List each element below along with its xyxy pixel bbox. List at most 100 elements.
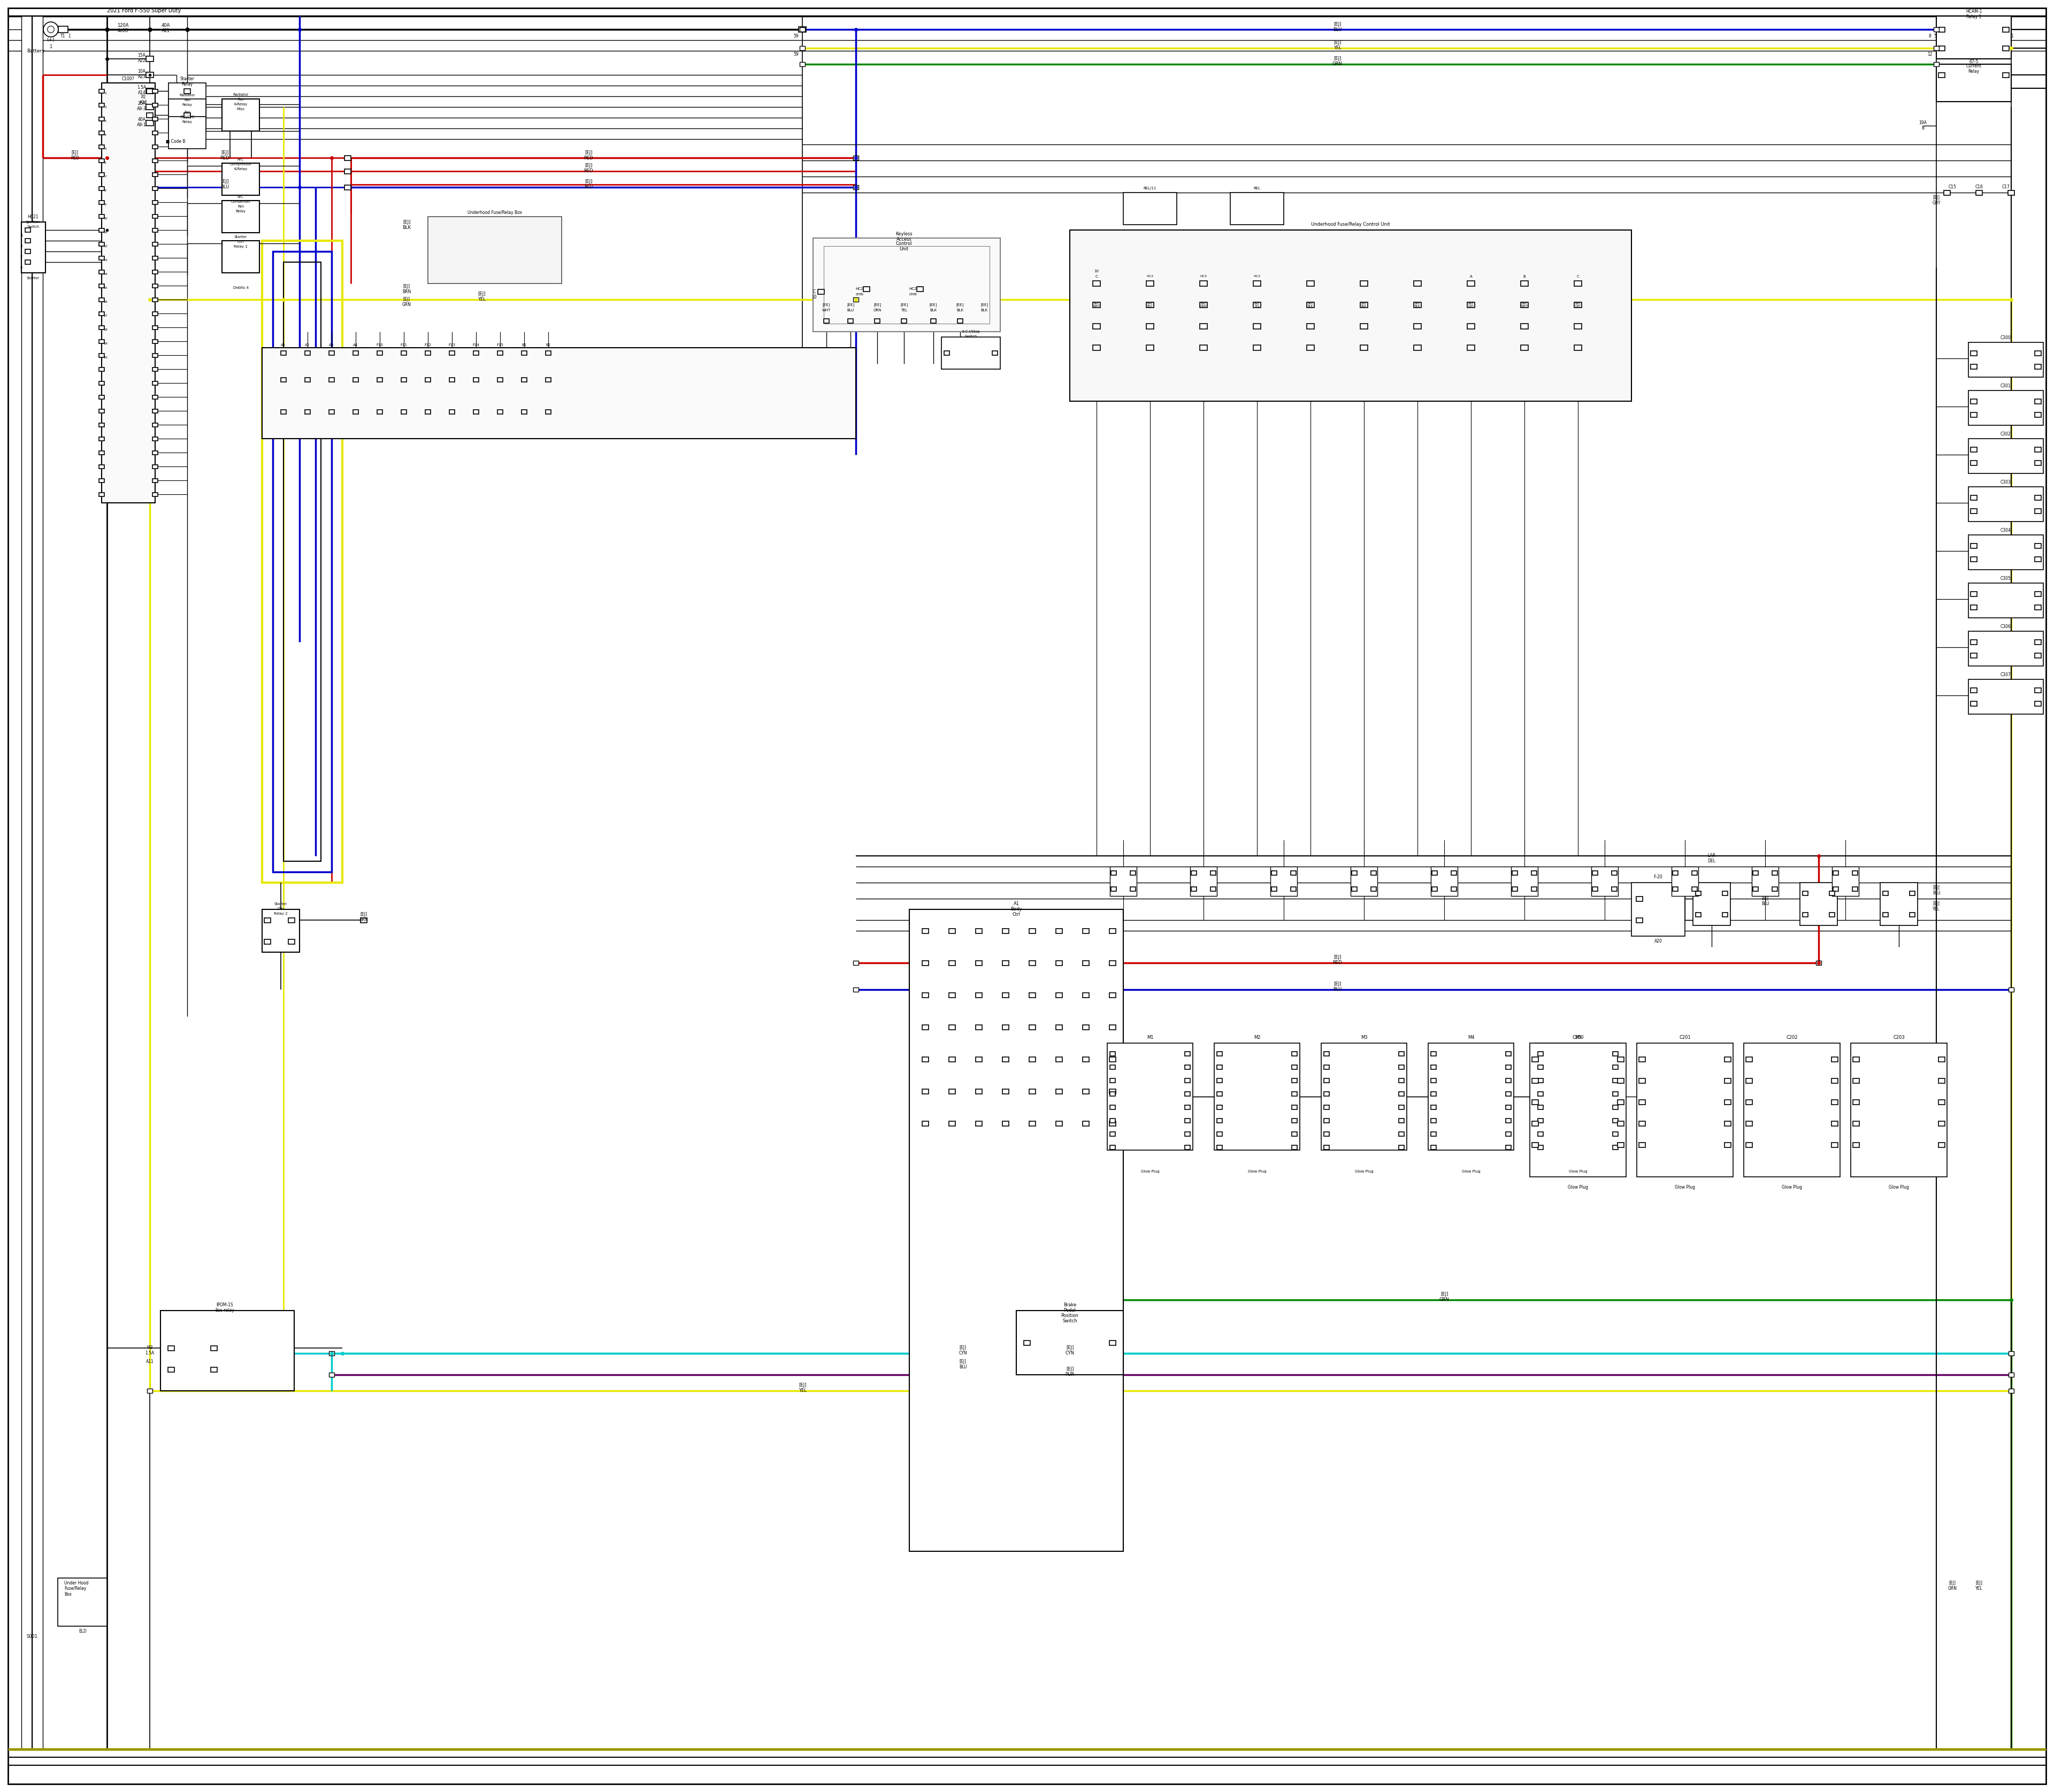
Bar (1939, 1122, 1945, 1125)
Bar (1534, 1043, 1621, 1150)
Bar (1109, 1079, 1115, 1082)
Bar (1968, 391, 2044, 425)
Text: Body: Body (1011, 907, 1023, 912)
Bar (25, 238, 31, 244)
Bar (1532, 1057, 1538, 1061)
Bar (1832, 1142, 1838, 1147)
Bar (427, 217, 561, 283)
Text: BRE
BLK: BRE BLK (1362, 303, 1366, 308)
Text: F10: F10 (376, 344, 384, 346)
Bar (1360, 346, 1368, 351)
Bar (1506, 1118, 1512, 1124)
Bar (1970, 351, 1976, 355)
Text: Ctrl/C/O: Ctrl/C/O (181, 115, 195, 118)
Bar (152, 242, 158, 246)
Bar (957, 319, 963, 323)
Text: M1: M1 (1146, 1036, 1154, 1039)
Bar (425, 378, 431, 382)
Bar (2009, 1351, 2013, 1355)
Bar (2036, 604, 2042, 609)
Bar (146, 72, 154, 77)
Text: Relay: Relay (183, 104, 193, 106)
Text: 16: 16 (103, 301, 107, 303)
Text: BRN: BRN (403, 289, 411, 294)
Bar (1506, 1091, 1512, 1097)
Bar (2009, 1373, 2013, 1376)
Bar (1970, 509, 1976, 513)
Text: [EJ]: [EJ] (1333, 982, 1341, 987)
Bar (1939, 47, 1945, 50)
Text: Under Hood
Fuse/Relay
Box: Under Hood Fuse/Relay Box (64, 1581, 88, 1597)
Bar (1432, 1064, 1436, 1070)
Text: Glow Plug: Glow Plug (1567, 1185, 1588, 1190)
Text: Glow Plug: Glow Plug (1890, 1185, 1908, 1190)
Bar (99, 437, 105, 441)
Bar (1970, 591, 1976, 597)
Bar (922, 993, 928, 998)
Bar (1216, 1064, 1222, 1070)
Bar (1939, 1100, 1945, 1104)
Bar (152, 228, 158, 231)
Text: BLU: BLU (220, 185, 228, 190)
Bar (1189, 867, 1216, 896)
Text: Fan: Fan (185, 99, 191, 102)
Text: GRN: GRN (1333, 61, 1341, 66)
Bar (1321, 1043, 1407, 1150)
Text: WHT: WHT (822, 308, 830, 312)
Bar (949, 1057, 955, 1061)
Bar (1452, 871, 1456, 874)
Bar (1109, 961, 1115, 966)
Bar (1292, 1091, 1298, 1097)
Bar (2036, 400, 2042, 403)
Bar (1432, 1106, 1436, 1109)
Text: TEL: TEL (900, 308, 908, 312)
Bar (2036, 461, 2042, 466)
Bar (1352, 871, 1358, 874)
Text: Ctrl: Ctrl (238, 240, 244, 244)
Text: [EJ]: [EJ] (585, 179, 592, 185)
Bar (1253, 281, 1261, 287)
Bar (1399, 1079, 1405, 1082)
Text: Compressor: Compressor (230, 163, 253, 167)
Bar (1191, 871, 1197, 874)
Bar (1538, 1079, 1543, 1082)
Text: BLU: BLU (583, 185, 594, 190)
Bar (799, 47, 805, 50)
Bar (1637, 1043, 1734, 1177)
Bar (1200, 303, 1208, 308)
Bar (472, 410, 479, 414)
Bar (1943, 190, 1949, 195)
Bar (949, 1090, 955, 1093)
Text: BRE
WHT: BRE WHT (1522, 303, 1528, 308)
Bar (401, 378, 407, 382)
Bar (1612, 1091, 1619, 1097)
Text: C306: C306 (2001, 625, 2011, 629)
Bar (902, 319, 906, 323)
Bar (25, 249, 31, 253)
Text: HCAM-1: HCAM-1 (1966, 9, 1982, 14)
Text: S001: S001 (27, 1634, 37, 1640)
Bar (99, 228, 105, 231)
Bar (345, 156, 351, 159)
Bar (1413, 303, 1421, 308)
Text: Relay 2: Relay 2 (273, 912, 288, 916)
Bar (910, 909, 1124, 1552)
Text: [EJ]: [EJ] (1933, 901, 1939, 907)
Text: cmb: cmb (857, 292, 863, 296)
Bar (1269, 867, 1298, 896)
Text: 19: 19 (103, 342, 107, 346)
Text: M2: M2 (1253, 1036, 1261, 1039)
Bar (1573, 303, 1582, 308)
Text: REL/11: REL/11 (1144, 186, 1156, 190)
Bar (2036, 509, 2042, 513)
Bar (497, 378, 503, 382)
Bar (1467, 281, 1475, 287)
Text: CYN: CYN (959, 1351, 967, 1357)
Bar (1506, 1145, 1512, 1149)
Bar (799, 27, 805, 32)
Text: [EJ]: [EJ] (222, 179, 228, 185)
Bar (922, 1122, 928, 1125)
Text: Switch: Switch (965, 335, 978, 339)
Bar (99, 242, 105, 246)
Bar (976, 1025, 982, 1029)
